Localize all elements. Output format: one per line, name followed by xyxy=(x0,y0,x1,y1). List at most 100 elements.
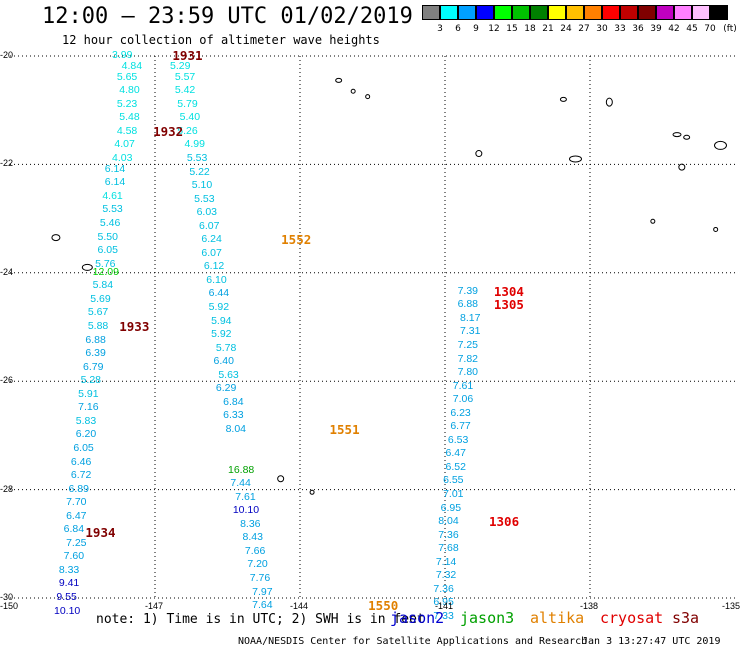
wave-height-value: 6.46 xyxy=(70,455,92,468)
island-outline xyxy=(309,489,315,495)
wave-height-value: 6.79 xyxy=(83,360,104,373)
color-swatch xyxy=(692,5,710,20)
color-scale-unit: (ft) xyxy=(723,24,737,34)
wave-height-value: 6.05 xyxy=(97,244,118,257)
color-swatch xyxy=(638,5,656,20)
longitude-label: -144 xyxy=(290,601,309,611)
wave-height-value: 6.88 xyxy=(457,298,479,311)
wave-height-value: 7.80 xyxy=(457,366,479,379)
wave-height-value: 4.80 xyxy=(119,84,140,97)
color-scale-tick: 6 xyxy=(455,24,461,34)
wave-height-value: 6.77 xyxy=(450,420,471,433)
wave-height-value: 5.46 xyxy=(99,217,121,230)
island-outline xyxy=(713,226,719,232)
wave-height-value: 6.14 xyxy=(104,162,126,175)
wave-height-value: 5.67 xyxy=(87,306,109,319)
latitude-label: -30 xyxy=(0,592,14,602)
longitude-label: -150 xyxy=(0,601,19,611)
wave-height-value: 6.39 xyxy=(85,347,106,360)
latitude-label: -22 xyxy=(0,158,14,169)
color-swatch xyxy=(458,5,476,20)
island-outline xyxy=(672,132,682,138)
wave-height-value: 5.65 xyxy=(116,70,138,83)
wave-height-value: 7.76 xyxy=(249,572,271,585)
page-subtitle: 12 hour collection of altimeter wave hei… xyxy=(62,33,380,47)
pass-time-tag: 1305 xyxy=(493,297,524,313)
color-scale-tick: 9 xyxy=(473,24,479,34)
color-swatch xyxy=(494,5,512,20)
wave-height-value: 7.70 xyxy=(66,496,87,509)
color-scale-tick: 33 xyxy=(614,24,626,34)
color-scale-tick: 39 xyxy=(650,24,662,34)
wave-height-value: 8.17 xyxy=(460,311,481,324)
island-outline xyxy=(683,134,691,140)
wave-height-value: 5.23 xyxy=(116,97,138,110)
wave-height-value: 7.25 xyxy=(66,536,87,549)
wave-height-value: 4.84 xyxy=(121,59,143,72)
wave-height-value: 6.95 xyxy=(433,596,454,609)
pass-time-tag: 1552 xyxy=(281,232,312,248)
wave-height-value: 8.33 xyxy=(58,563,80,576)
color-scale-tick: 27 xyxy=(578,24,590,34)
wave-height-value: 6.33 xyxy=(223,409,244,422)
wave-height-value: 7.01 xyxy=(443,488,464,501)
color-scale-tick: 30 xyxy=(596,24,608,34)
wave-height-value: 5.92 xyxy=(211,328,232,341)
color-swatch xyxy=(476,5,494,20)
wave-height-value: 7.32 xyxy=(435,569,457,582)
wave-height-value: 6.44 xyxy=(208,287,230,300)
longitude-label: -135 xyxy=(722,601,740,611)
longitude-label: -138 xyxy=(580,601,599,611)
wave-height-value: 3.99 xyxy=(112,49,133,61)
wave-height-value: 7.33 xyxy=(433,609,454,622)
color-scale-tick: 12 xyxy=(488,24,500,34)
wave-height-value: 5.29 xyxy=(170,59,191,72)
pass-time-tag: 1934 xyxy=(85,524,116,540)
wave-height-value: 5.48 xyxy=(119,111,140,124)
wave-height-value: 12.09 xyxy=(92,265,119,278)
legend-cryosat: cryosat xyxy=(600,609,664,627)
wave-height-value: 6.84 xyxy=(63,523,85,536)
wave-height-value: 7.82 xyxy=(457,352,479,365)
wave-height-value: 7.64 xyxy=(252,599,273,612)
wave-height-value: 7.97 xyxy=(252,585,273,598)
color-swatch xyxy=(530,5,548,20)
wave-height-value: 5.88 xyxy=(87,320,109,332)
color-scale-tick: 15 xyxy=(506,24,518,34)
island-outline xyxy=(559,96,567,102)
wave-height-value: 7.68 xyxy=(438,542,459,555)
wave-height-value: 5.42 xyxy=(174,84,196,97)
color-swatch xyxy=(710,5,728,20)
island-outline xyxy=(81,263,93,271)
color-scale-tick: 3 xyxy=(437,24,443,34)
island-outline xyxy=(335,77,343,83)
color-scale-tick: 36 xyxy=(632,24,644,34)
island-outline xyxy=(365,94,371,100)
wave-height-value: 7.36 xyxy=(433,582,454,595)
wave-height-value: 6.24 xyxy=(201,233,222,246)
wave-height-value: 6.84 xyxy=(223,395,244,408)
legend-altika: altika xyxy=(530,609,585,627)
wave-height-value: 6.07 xyxy=(201,246,222,259)
wave-height-value: 7.61 xyxy=(452,379,474,392)
wave-height-value: 5.92 xyxy=(208,301,230,314)
color-swatch xyxy=(512,5,530,20)
wave-height-value: 6.47 xyxy=(66,509,87,522)
color-scale-tick: 70 xyxy=(704,24,716,34)
wave-height-value: 5.28 xyxy=(80,374,102,387)
legend-s3a: s3a xyxy=(672,609,700,627)
wave-height-value: 6.52 xyxy=(445,460,466,473)
wave-height-value: 8.36 xyxy=(240,517,261,530)
island-outline xyxy=(569,155,582,163)
wave-height-value: 7.44 xyxy=(230,477,251,490)
latitude-label: -20 xyxy=(0,50,14,60)
wave-height-value: 6.47 xyxy=(445,447,466,460)
wave-height-value: 5.26 xyxy=(177,124,198,137)
wave-height-value: 9.55 xyxy=(56,591,77,603)
island-outline xyxy=(714,140,727,150)
wave-height-value: 7.20 xyxy=(247,558,268,571)
wave-height-value: 9.41 xyxy=(58,577,80,590)
wave-height-value: 7.16 xyxy=(78,401,99,414)
pass-time-tag: 1933 xyxy=(119,319,150,334)
